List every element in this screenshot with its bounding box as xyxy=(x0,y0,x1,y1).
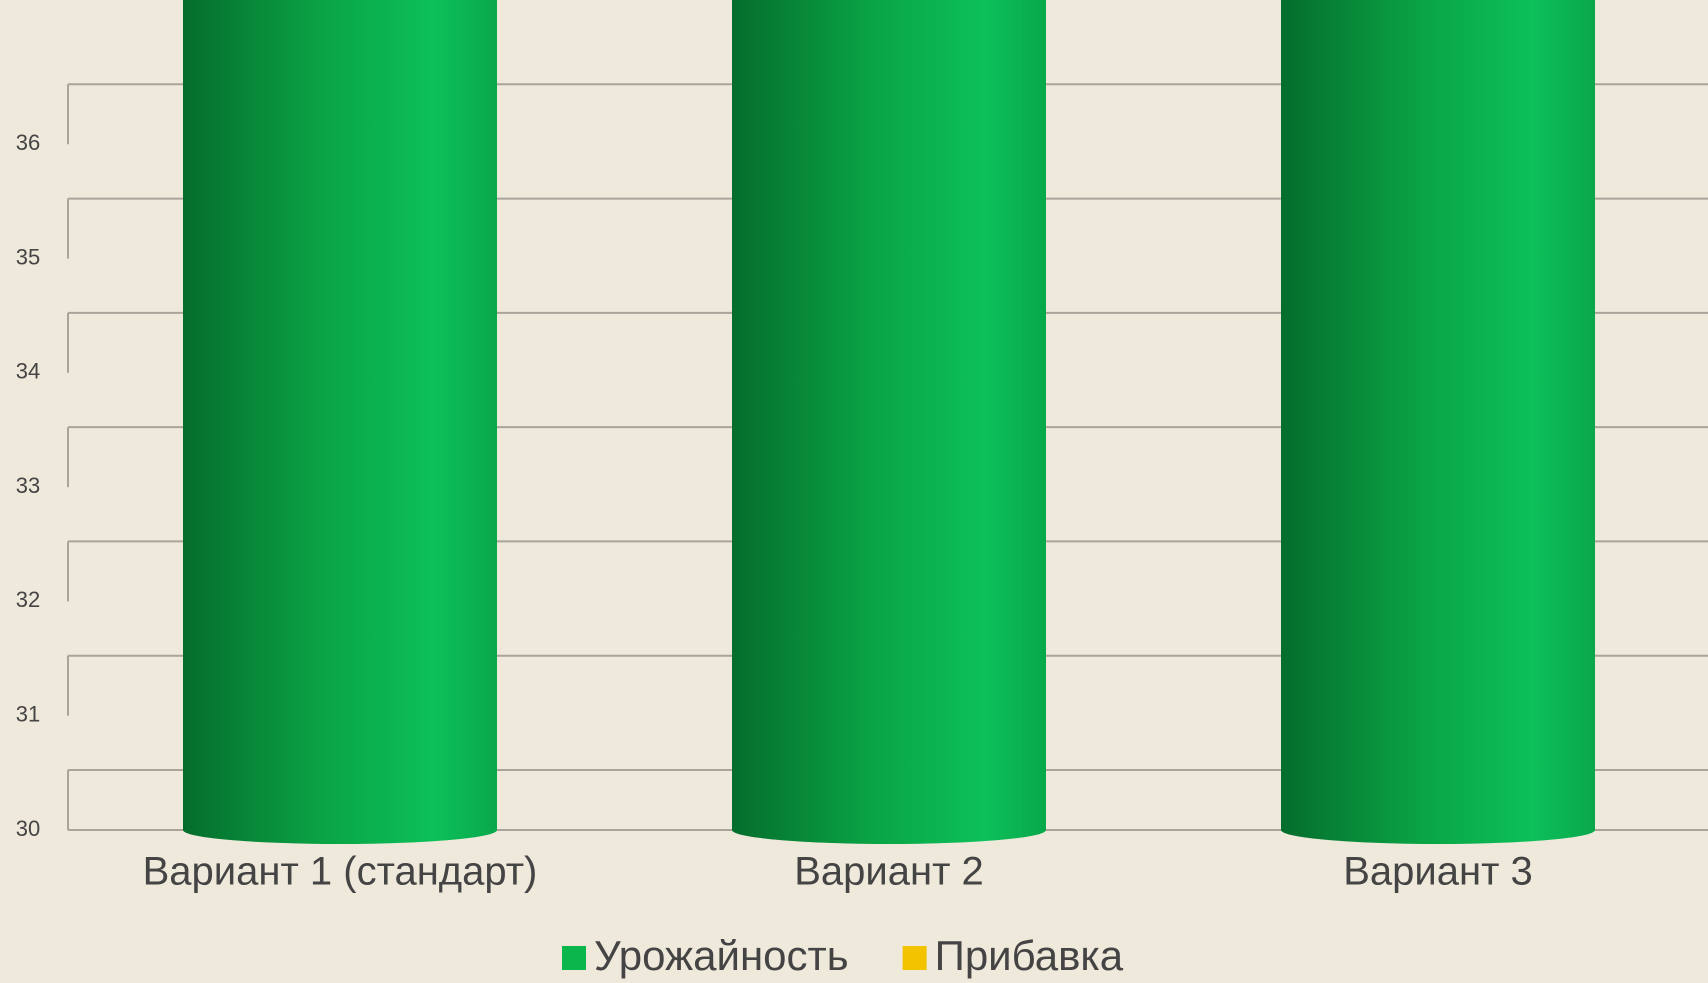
x-tick-label: Вариант 2 xyxy=(794,850,984,894)
y-tick-label: 33 xyxy=(16,473,40,498)
y-tick-label: 31 xyxy=(16,702,40,727)
y-tick-label: 34 xyxy=(16,359,40,384)
y-tick-label: 36 xyxy=(16,130,40,155)
cylinder-base xyxy=(732,816,1046,844)
x-tick-label: Вариант 3 xyxy=(1343,850,1533,894)
legend-label: Урожайность xyxy=(594,932,849,979)
y-tick-label: 35 xyxy=(16,244,40,269)
y-tick-label: 30 xyxy=(16,816,40,841)
x-tick-label: Вариант 1 (стандарт) xyxy=(143,850,538,894)
cylinder-base xyxy=(183,816,497,844)
legend-label: Прибавка xyxy=(935,932,1124,979)
cylinder-base xyxy=(1281,816,1595,844)
bar-segment xyxy=(1281,0,1595,830)
legend-swatch xyxy=(902,946,927,970)
y-tick-label: 32 xyxy=(16,587,40,612)
legend-swatch xyxy=(562,946,586,970)
bar-segment xyxy=(183,0,497,830)
bar-segment xyxy=(732,0,1046,830)
